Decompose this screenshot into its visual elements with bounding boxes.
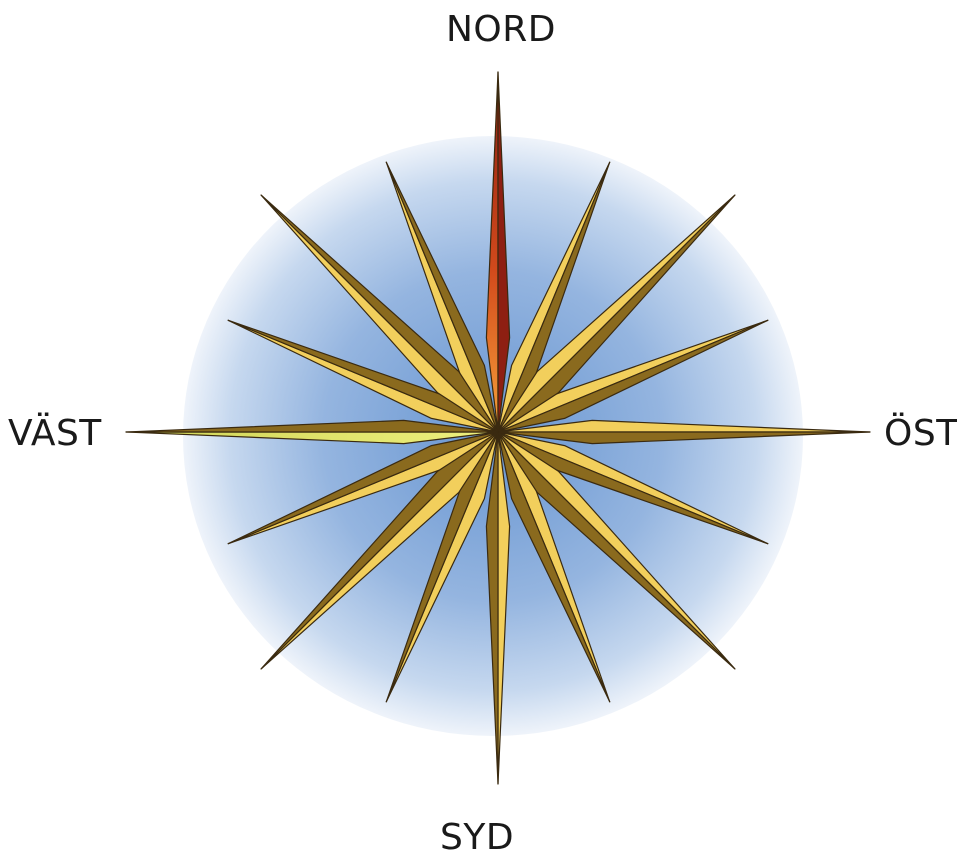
label-south: SYD [440, 817, 515, 858]
north-ray-right-facet [497, 71, 511, 433]
small-ray-right-facet [497, 319, 769, 433]
intercardinal-ray-right-facet [260, 431, 499, 670]
label-west: VÄST [8, 413, 102, 454]
intercardinal-ray-right-facet [497, 194, 736, 433]
intercardinal-ray-right-facet [497, 431, 736, 670]
intercardinal-rays [260, 194, 736, 670]
small-ray-right-facet [227, 431, 499, 545]
cardinal-rays [125, 71, 871, 785]
intercardinal-ray-right-facet [260, 194, 499, 433]
south-ray-right-facet [485, 431, 499, 785]
west-ray-right-facet [125, 419, 499, 433]
east-ray-right-facet [497, 431, 871, 445]
label-north: NORD [446, 9, 556, 50]
label-east: ÖST [884, 413, 957, 454]
small-ray-right-facet [497, 431, 611, 703]
small-ray-right-facet [385, 161, 499, 433]
